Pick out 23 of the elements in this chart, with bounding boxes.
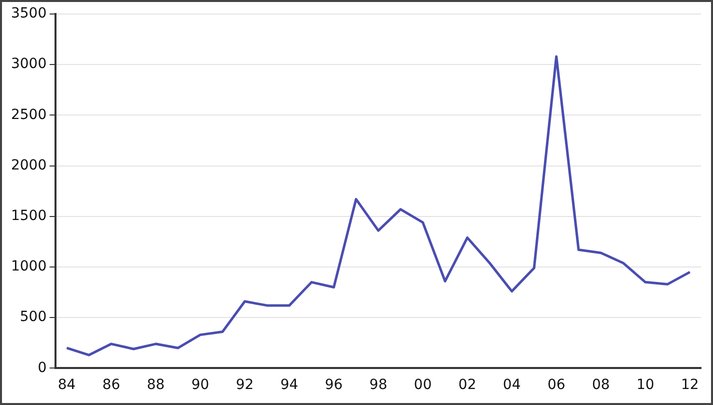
x-tick-label: 02 xyxy=(458,377,476,394)
x-tick-label: 04 xyxy=(502,377,521,394)
x-tick-label: 90 xyxy=(191,377,210,394)
y-tick-label: 3500 xyxy=(10,6,47,22)
y-tick-label: 2000 xyxy=(10,157,47,174)
x-tick-label: 88 xyxy=(146,377,165,394)
x-tick-label: 94 xyxy=(280,377,298,394)
y-tick-label: 3000 xyxy=(10,56,47,72)
y-tick-label: 2500 xyxy=(10,106,47,123)
y-tick-label: 0 xyxy=(38,360,47,376)
x-tick-label: 08 xyxy=(592,377,610,394)
x-tick-label: 84 xyxy=(58,377,76,394)
y-tick-label: 1000 xyxy=(10,258,47,275)
y-tick-label: 1500 xyxy=(10,208,47,224)
x-tick-label: 86 xyxy=(102,377,120,394)
y-tick-label: 500 xyxy=(20,309,47,326)
x-tick-label: 92 xyxy=(236,377,254,394)
x-tick-label: 06 xyxy=(547,377,566,394)
x-tick-label: 98 xyxy=(369,377,388,394)
x-tick-label: 10 xyxy=(636,377,654,394)
x-tick-label: 00 xyxy=(414,377,432,394)
x-tick-label: 96 xyxy=(324,377,343,394)
x-tick-label: 12 xyxy=(680,377,699,394)
